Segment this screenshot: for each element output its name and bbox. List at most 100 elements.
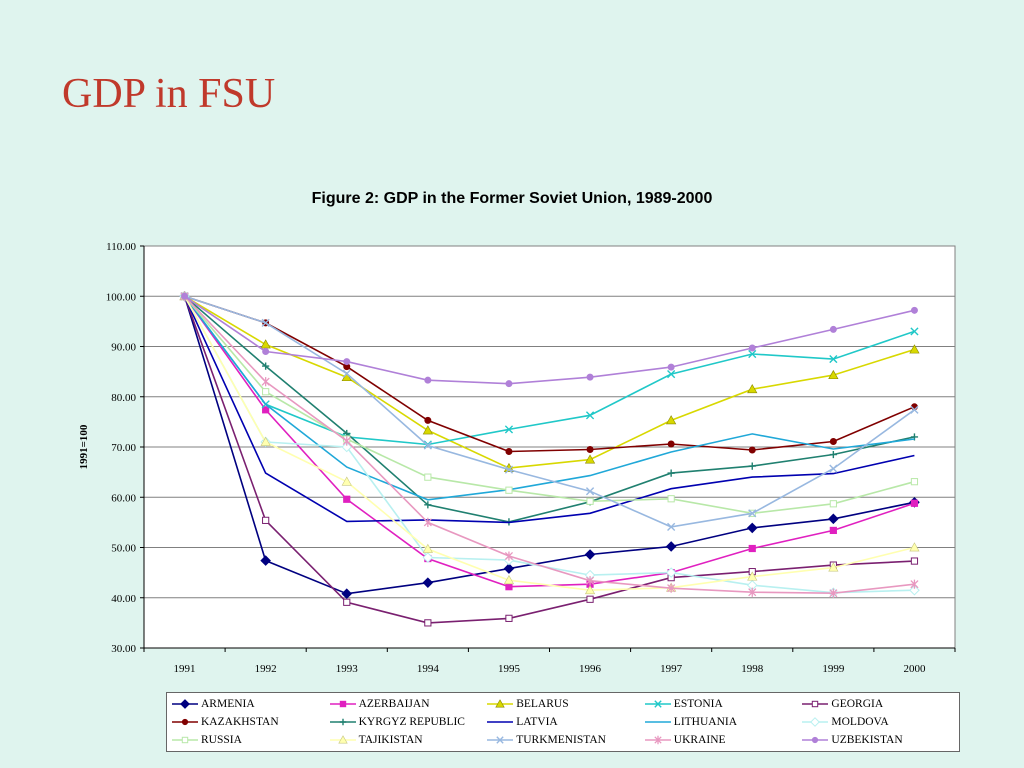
data-point (339, 718, 346, 726)
legend-item: RUSSIA (171, 731, 329, 749)
data-point (339, 700, 346, 708)
y-tick-label: 110.00 (106, 241, 136, 253)
data-point (505, 614, 513, 622)
data-point (342, 436, 351, 446)
legend-item: AZERBAIJAN (329, 695, 487, 713)
legend-item: UKRAINE (644, 731, 802, 749)
series-line (184, 295, 915, 385)
legend-label: RUSSIA (201, 734, 242, 746)
data-point (747, 383, 758, 394)
legend-label: LATVIA (516, 716, 558, 728)
data-point (341, 441, 353, 453)
data-point (748, 344, 756, 352)
series-lines (179, 290, 920, 627)
series-line (184, 295, 915, 528)
data-point (495, 699, 505, 708)
data-point (422, 425, 433, 435)
data-point (667, 583, 676, 593)
data-point (504, 465, 514, 474)
x-tick-label: 1993 (336, 663, 359, 675)
data-point (910, 499, 919, 507)
data-point (748, 509, 757, 518)
data-point (748, 587, 757, 597)
legend-swatch (802, 717, 829, 727)
data-point (505, 583, 513, 591)
legend-item: UZBEKISTAN (801, 731, 959, 749)
series-line (183, 295, 915, 524)
data-point (424, 501, 432, 509)
legend-swatch (172, 718, 198, 726)
data-point (180, 699, 190, 709)
data-point (423, 441, 432, 450)
data-point (586, 446, 594, 454)
data-point (584, 584, 596, 595)
data-point (828, 513, 839, 525)
legend-label: KYRGYZ REPUBLIC (358, 716, 465, 728)
legend-item: ARMENIA (171, 695, 329, 713)
data-point (654, 700, 662, 708)
legend-item: GEORGIA (801, 695, 959, 713)
legend-item: KYRGYZ REPUBLIC (329, 713, 487, 731)
data-point (910, 405, 919, 414)
series-uzbekistan (181, 292, 918, 388)
legend-label: ARMENIA (201, 698, 255, 710)
legend-label: GEORGIA (831, 698, 884, 710)
data-point (262, 348, 270, 356)
data-point (748, 544, 756, 553)
data-point (503, 563, 515, 574)
legend-item: TAJIKISTAN (329, 731, 487, 749)
legend: ARMENIA AZERBAIJAN BELARUS ESTONIA GEORGIA KA… (166, 692, 960, 752)
legend-item: KAZAKHSTAN (171, 713, 329, 731)
data-point (262, 406, 270, 414)
data-point (586, 497, 594, 505)
y-tick-label: 40.00 (111, 593, 136, 605)
data-point (422, 552, 434, 563)
data-point (504, 425, 514, 434)
data-point (343, 495, 351, 503)
legend-swatch (644, 721, 671, 723)
legend-item: MOLDOVA (801, 713, 959, 731)
data-point (422, 543, 433, 553)
legend-swatch (487, 736, 514, 744)
x-tick-label: 1995 (498, 663, 521, 675)
legend-label: BELARUS (516, 698, 569, 710)
legend-label: KAZAKHSTAN (201, 716, 279, 728)
data-point (829, 325, 837, 333)
y-tick-label: 70.00 (111, 442, 136, 454)
data-point (910, 478, 919, 486)
x-tick-label: 1996 (579, 663, 602, 675)
data-point (829, 437, 837, 445)
data-point (812, 700, 819, 708)
series-line (184, 295, 915, 469)
data-point (260, 555, 271, 566)
y-tick-label: 50.00 (111, 543, 136, 555)
legend-label: LITHUANIA (673, 716, 738, 728)
data-point (667, 495, 675, 503)
data-point (909, 542, 920, 552)
series-lithuania (183, 295, 915, 501)
data-point (505, 448, 513, 456)
x-tick-label: 1991 (174, 663, 196, 675)
data-point (746, 522, 758, 534)
data-point (504, 551, 514, 561)
y-tick-label: 100.00 (106, 291, 137, 303)
series-line (184, 295, 915, 595)
data-point (829, 464, 838, 473)
legend-swatch (802, 700, 829, 708)
data-point (667, 522, 676, 531)
data-point (262, 388, 270, 396)
data-point (343, 358, 351, 366)
data-point (262, 516, 270, 524)
x-tick-label: 1998 (741, 663, 764, 675)
data-point (748, 446, 756, 454)
legend-item: ESTONIA (644, 695, 802, 713)
data-point (654, 735, 662, 745)
series-line (184, 295, 915, 523)
data-point (262, 362, 270, 370)
legend-item: TURKMENISTAN (486, 731, 644, 749)
data-point (812, 736, 819, 744)
data-point (910, 433, 919, 441)
legend-label: MOLDOVA (831, 716, 889, 728)
data-point (748, 462, 756, 470)
data-point (342, 369, 351, 378)
